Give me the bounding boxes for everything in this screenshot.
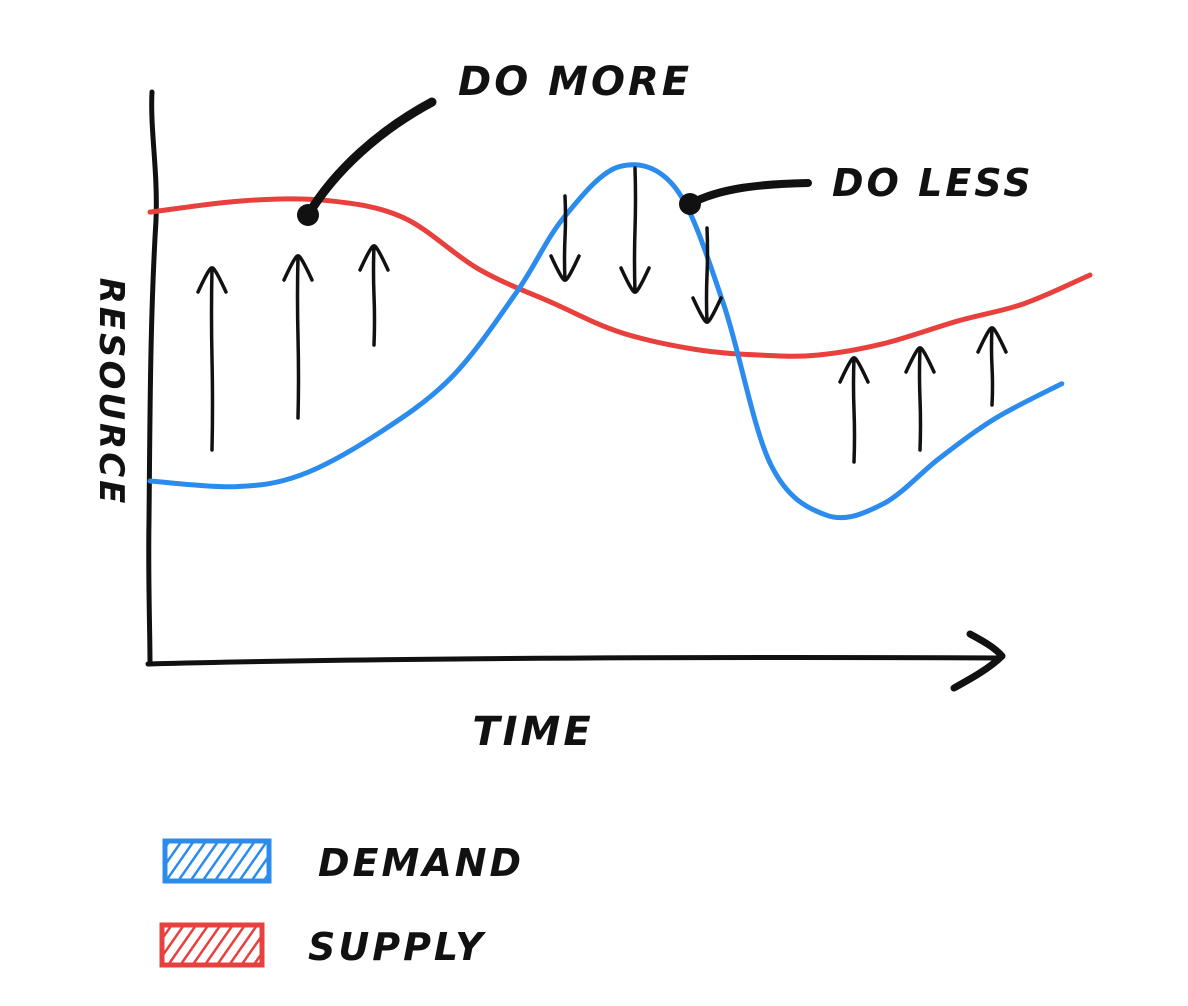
up-arrow-2 — [282, 254, 314, 420]
up-arrow-4 — [838, 356, 870, 464]
up-arrow-5 — [904, 346, 936, 452]
callout-do-more-line — [303, 97, 437, 220]
callout-do-less: DO LESS — [679, 161, 1034, 215]
legend-swatch-supply — [159, 922, 265, 968]
down-arrow-1 — [549, 194, 581, 282]
arrow-layer — [196, 166, 1008, 464]
y-axis — [146, 89, 159, 667]
down-arrow-3 — [691, 226, 723, 324]
x-axis — [145, 654, 1003, 667]
up-arrow-3 — [358, 244, 390, 347]
up-arrow-1 — [196, 266, 228, 452]
callout-do-less-line — [686, 179, 812, 208]
callout-do-more: DO MORE — [297, 59, 692, 226]
down-arrow-2 — [619, 166, 651, 294]
x-axis-arrowhead — [950, 630, 1006, 692]
legend-swatch-demand — [162, 838, 272, 884]
x-axis-label: TIME — [472, 709, 593, 755]
callout-do-more-dot — [297, 204, 319, 226]
legend-label-demand: DEMAND — [318, 841, 524, 885]
y-axis-label: RESOURCE — [91, 278, 131, 507]
up-arrow-6 — [976, 326, 1008, 407]
annotation-do-more: DO MORE — [458, 59, 692, 105]
annotation-do-less: DO LESS — [832, 161, 1034, 205]
legend: DEMAND SUPPLY — [159, 838, 524, 969]
series-line-supply — [147, 196, 1093, 359]
legend-label-supply: SUPPLY — [308, 925, 486, 969]
series-line-demand — [147, 162, 1065, 521]
legend-item-demand: DEMAND — [162, 838, 524, 885]
series-layer — [147, 162, 1093, 521]
callout-do-less-dot — [679, 193, 701, 215]
legend-item-supply: SUPPLY — [159, 922, 486, 969]
